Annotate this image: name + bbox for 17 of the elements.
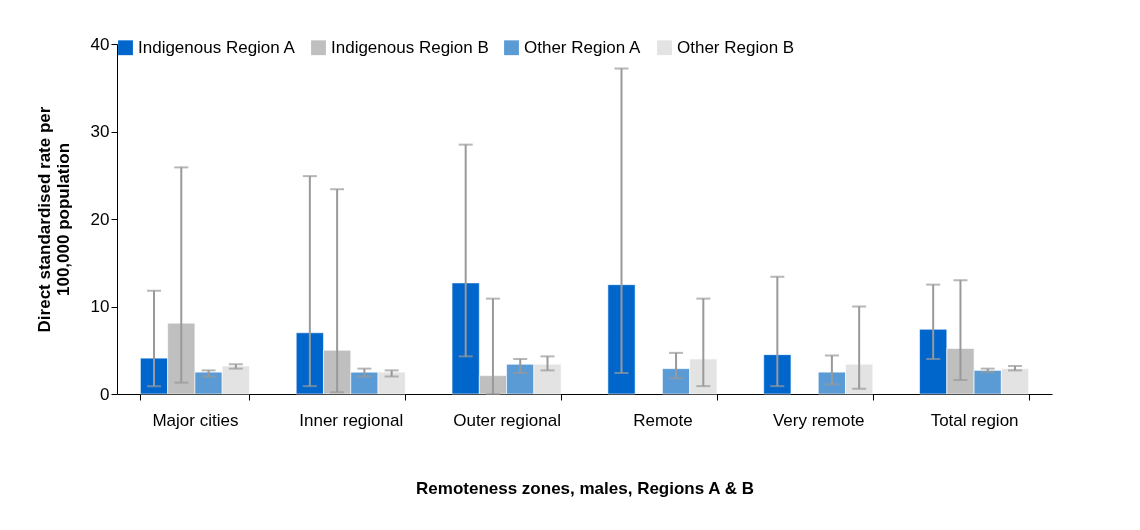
x-tick-label: Major cities [152, 410, 239, 430]
x-tick-label: Very remote [772, 410, 865, 430]
legend-label: Indigenous Region B [331, 37, 489, 57]
y-tick-label: 40 [90, 34, 110, 54]
x-tick-label: Inner regional [299, 410, 404, 430]
x-tick-label: Outer regional [453, 410, 561, 430]
y-tick-label: 0 [100, 384, 110, 404]
y-tick-label: 30 [90, 122, 110, 141]
legend-label: Indigenous Region A [138, 37, 296, 57]
y-tick-label: 10 [90, 297, 110, 316]
y-axis-title: Direct standardised rate per 100,000 population [34, 106, 73, 333]
legend-label: Other Region B [677, 37, 795, 57]
x-tick-label: Total region [930, 410, 1019, 430]
x-axis-title: Remoteness zones, males, Regions A & B [416, 478, 754, 498]
y-tick-label: 20 [90, 209, 110, 229]
legend-label: Other Region A [524, 37, 641, 57]
x-tick-label: Remote [633, 410, 693, 430]
